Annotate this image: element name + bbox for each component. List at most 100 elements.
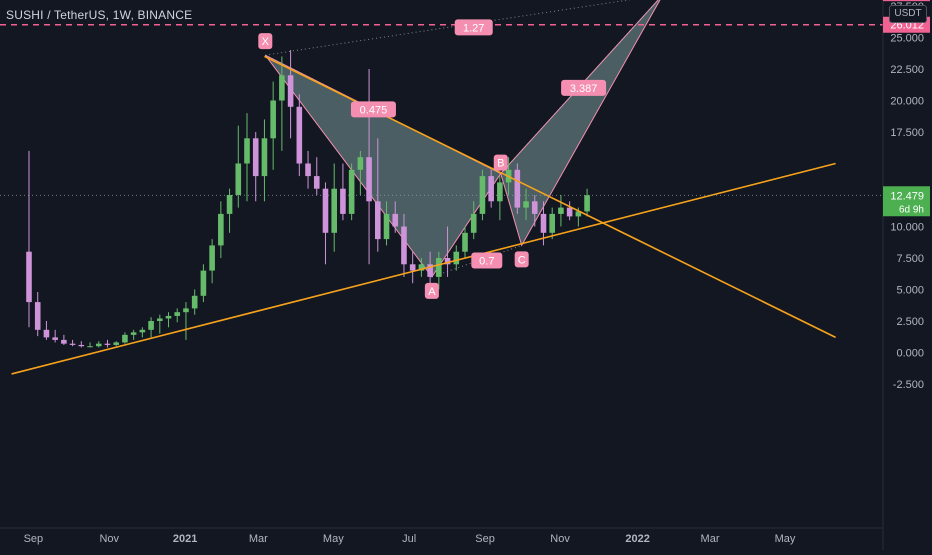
candle-body [270,101,276,139]
candle-body [192,296,198,309]
candle-body [235,164,241,196]
candle-body [105,344,111,345]
candle-body [244,138,250,163]
candle-body [113,342,119,345]
candle-body [96,344,102,347]
point-label-text: A [428,286,436,298]
y-tick-label: 0.000 [896,348,924,360]
candle-body [253,138,259,176]
ratio-label[interactable]: 1.27 [455,19,493,35]
ratio-label-text: 1.27 [463,22,484,34]
x-tick-label: May [775,533,796,545]
x-tick-label: 2022 [625,533,649,545]
candle-body [79,345,85,346]
candle-body [35,302,41,330]
candle-body [227,195,233,214]
y-tick-label: 2.500 [896,316,924,328]
candle-body [288,75,294,107]
y-tick-label: 25.000 [890,33,924,45]
candle-body [44,330,50,338]
candle-body [122,335,128,343]
pattern-point-c[interactable]: C [515,251,529,267]
currency-label[interactable]: USDT [889,5,927,23]
candle-body [183,308,189,312]
candle-body [87,346,93,347]
level-tag-box [883,0,930,1]
candle-body [262,138,268,176]
candle-body [148,321,154,330]
y-tick-label: -2.500 [893,379,924,391]
ratio-label[interactable]: 3.387 [561,80,606,96]
ratio-label-text: 0.475 [360,104,388,116]
y-tick-label: 7.500 [896,253,924,265]
candle-body [52,337,58,340]
level-price-tag[interactable]: 28.519 [883,0,930,1]
y-tick-label: 10.000 [890,222,924,234]
x-tick-label: 2021 [173,533,197,545]
candle-body [549,214,555,233]
candle-body [558,208,564,214]
ratio-label[interactable]: 0.7 [471,253,502,269]
candle-body [140,330,146,333]
pattern-point-x[interactable]: X [258,33,272,49]
countdown-text: 6d 9h [899,204,924,215]
candle-body [218,214,224,246]
candle-body [497,182,503,201]
candle-body [410,264,416,270]
candle-body [61,340,67,344]
candle-body [462,233,468,252]
ratio-label-text: 3.387 [570,83,598,95]
candle-body [515,170,521,208]
x-tick-label: May [323,533,344,545]
candle-body [166,316,172,319]
candle-body [279,75,285,100]
point-label-text: X [262,36,270,48]
candle-body [375,201,381,239]
y-tick-label: 20.000 [890,96,924,108]
pattern-point-a[interactable]: A [425,283,439,299]
current-price-text: 12.479 [890,190,924,202]
candle-body [358,157,364,170]
candle-body [523,201,529,207]
x-tick-label: Mar [701,533,720,545]
current-price-tag[interactable]: 12.479 6d 9h [883,186,930,216]
candle-body [392,214,398,227]
candle-body [340,189,346,214]
candle-body [209,245,215,270]
point-label-text: C [518,254,526,266]
candle-body [488,176,494,201]
ratio-label-text: 0.7 [479,256,494,268]
x-tick-label: Mar [249,533,268,545]
candle-body [584,195,590,211]
pattern-point-b[interactable]: B [494,155,508,171]
candle-body [201,271,207,296]
x-tick-label: Nov [99,533,119,545]
candle-body [349,170,355,214]
x-tick-label: Jul [402,533,416,545]
candle-body [131,332,137,335]
candle-body [401,227,407,265]
candle-body [174,312,180,316]
candle-body [453,252,459,265]
candle-body [366,157,372,201]
point-label-text: B [497,158,504,170]
candle-body [157,318,163,321]
candle-body [471,214,477,233]
candle-body [314,176,320,189]
candle[interactable] [349,164,355,221]
candle-body [541,214,547,233]
candle-body [26,252,32,302]
ratio-label[interactable]: 0.475 [351,101,396,117]
candle-body [567,208,573,217]
x-tick-label: Sep [24,533,44,545]
candle-body [384,214,390,239]
candle-body [532,201,538,214]
y-tick-label: 17.500 [890,127,924,139]
candle[interactable] [515,164,521,214]
candle-body [323,189,329,233]
symbol-title: SUSHI / TetherUS, 1W, BINANCE [6,8,192,22]
x-tick-label: Sep [475,533,495,545]
